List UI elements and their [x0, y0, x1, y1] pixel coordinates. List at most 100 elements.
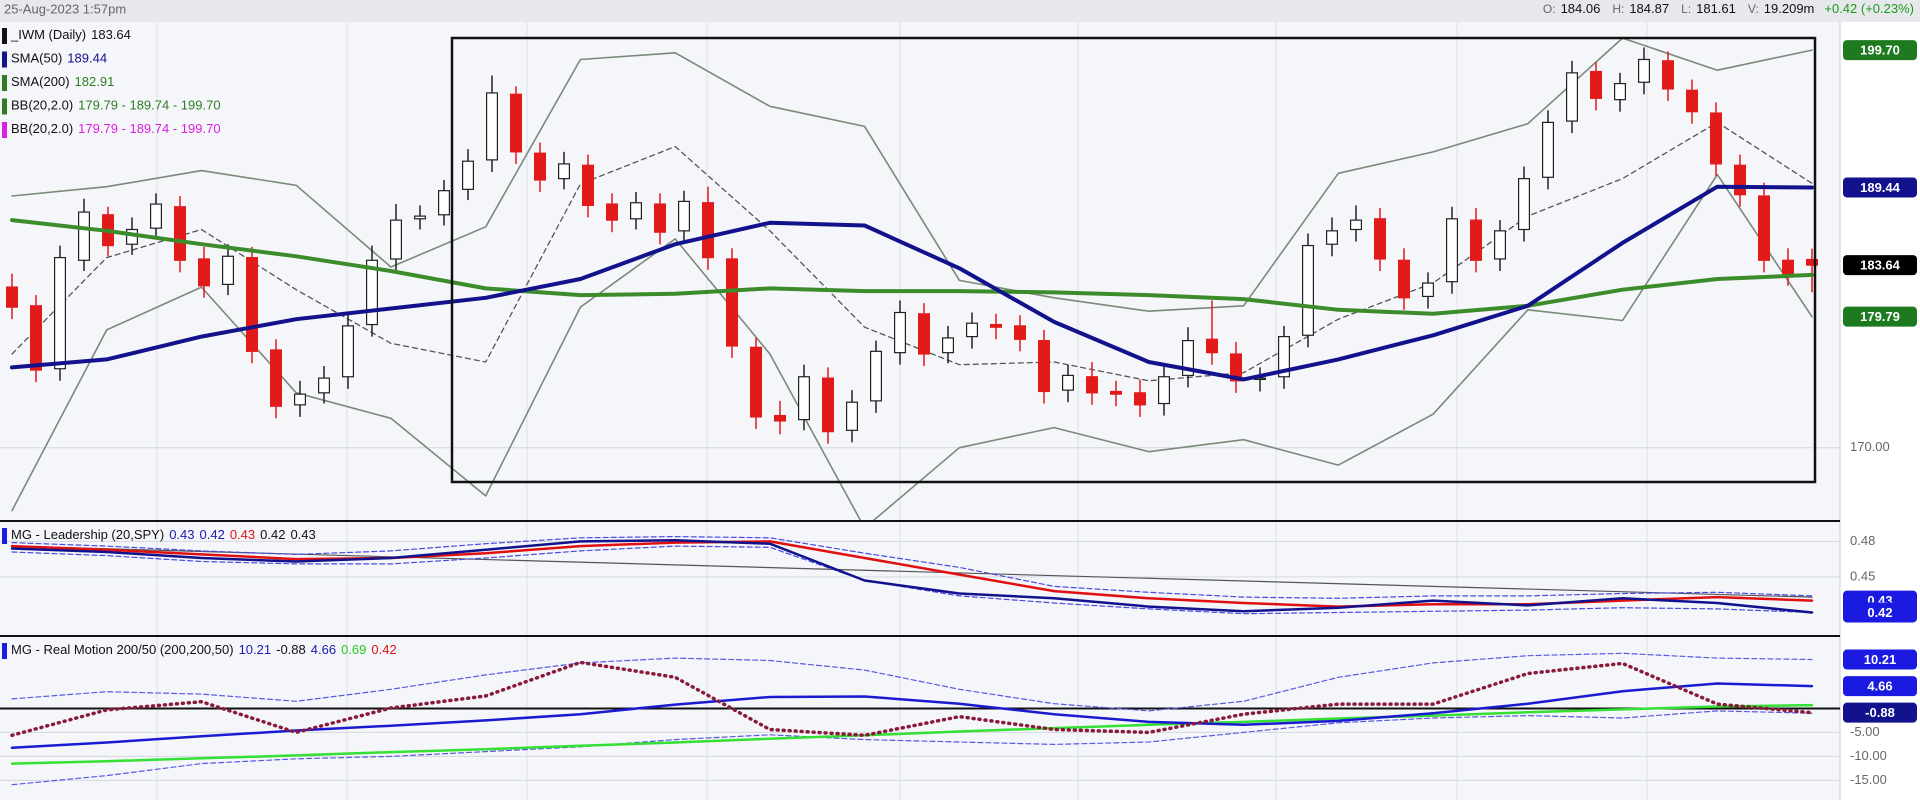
candle-body	[1133, 392, 1146, 406]
candle-body	[174, 206, 187, 261]
legend-swatch	[2, 28, 7, 44]
candle-body	[1661, 60, 1674, 90]
line	[11, 173, 1813, 520]
legend-label: BB(20,2.0)	[11, 98, 73, 113]
candle-body	[1685, 89, 1698, 113]
candle-body	[1325, 230, 1338, 245]
axis-area	[1840, 22, 1920, 800]
line	[11, 545, 1813, 598]
candle-body	[1373, 218, 1386, 260]
candle-body	[557, 163, 570, 180]
candle-body	[53, 257, 66, 370]
candle-body	[1613, 82, 1626, 101]
candle-body	[1637, 58, 1650, 83]
line	[10, 703, 1814, 765]
readout: 0.42	[371, 642, 396, 657]
legend-entry: SMA(200) 182.91	[11, 74, 114, 89]
candle-body	[1277, 335, 1290, 378]
y-tick-label: 0.48	[1850, 533, 1875, 548]
readout: 0.42	[200, 527, 225, 542]
change: +0.42 (+0.23%)	[1824, 1, 1914, 16]
vertical-grid	[156, 22, 1648, 800]
value-badge-label: 183.64	[1860, 258, 1901, 273]
line	[10, 218, 1814, 316]
candle-body	[701, 202, 714, 259]
value-badge	[1843, 676, 1917, 697]
line	[11, 37, 1813, 312]
candle-body	[773, 414, 786, 422]
candle-body	[941, 337, 954, 354]
quote-value: 181.61	[1696, 1, 1736, 16]
panel	[0, 652, 1840, 786]
candle-body	[1493, 230, 1506, 260]
candle-body	[917, 313, 930, 355]
legend-entry: SMA(50) 189.44	[11, 51, 107, 66]
readout: 0.69	[341, 642, 366, 657]
candle-body	[1037, 340, 1050, 393]
legend-entry: BB(20,2.0) 179.79 - 189.74 - 199.70	[11, 121, 221, 136]
candle-body	[1349, 219, 1362, 231]
value-badge	[1843, 255, 1917, 276]
line	[11, 710, 1813, 786]
candle-body	[965, 322, 978, 338]
y-tick-label: 170.00	[1850, 439, 1890, 454]
candle-body	[414, 215, 427, 220]
header-bar	[0, 0, 1920, 22]
quote-value: 184.06	[1561, 1, 1601, 16]
indicator-title: MG - Real Motion 200/50 (200,200,50)	[11, 642, 234, 657]
readout: 0.43	[290, 527, 315, 542]
candle-body	[1805, 258, 1818, 266]
legend-entry: _IWM (Daily) 183.64	[10, 27, 131, 42]
legend-value: 183.64	[91, 27, 131, 42]
quote-label: H:	[1612, 2, 1624, 16]
legend-value: 179.79 - 189.74 - 199.70	[78, 98, 220, 113]
quote: O: 184.06 H: 184.87 L: 181.61 V: 19.209m +0.42 (…	[1543, 1, 1914, 16]
candle-body	[1517, 178, 1530, 231]
line	[10, 660, 1814, 738]
candle-body	[510, 93, 523, 153]
candle-body	[1421, 282, 1434, 298]
candle-body	[486, 92, 499, 161]
candle-body	[366, 259, 379, 326]
legend-label: BB(20,2.0)	[11, 121, 73, 136]
candle-body	[605, 203, 618, 221]
candle-body	[1445, 218, 1458, 283]
candle-body	[869, 350, 882, 402]
candle-body	[989, 323, 1002, 328]
candle-body	[30, 305, 43, 371]
candle-body	[294, 393, 307, 406]
value-badge-label: 4.66	[1867, 679, 1892, 694]
candle-body	[246, 257, 259, 352]
candle-body	[222, 255, 235, 285]
legend-value: 189.44	[67, 51, 107, 66]
legend-value: 179.79 - 189.74 - 199.70	[78, 121, 220, 136]
candle-body	[1061, 374, 1074, 391]
value-badge	[1843, 40, 1917, 61]
indicator-legend: MG - Leadership (20,SPY) 0.43 0.42 0.43 0.42…	[11, 527, 316, 542]
date: 25-Aug-2023 1:57pm	[4, 1, 126, 16]
quote-label: L:	[1681, 2, 1691, 16]
legend-entry: BB(20,2.0) 179.79 - 189.74 - 199.70	[11, 98, 221, 113]
value-badge-label: 10.21	[1864, 652, 1897, 667]
candle-body	[845, 401, 858, 431]
candle-body	[77, 211, 90, 261]
value-badge-label: 189.44	[1860, 180, 1901, 195]
candle-body	[1469, 219, 1482, 261]
quote-value: 184.87	[1629, 1, 1669, 16]
candle-body	[1109, 390, 1122, 395]
candle-body	[438, 190, 451, 216]
line	[10, 184, 1814, 382]
candle-body	[390, 219, 403, 260]
candle-body	[1733, 164, 1746, 196]
legend-label: SMA(50)	[11, 51, 62, 66]
candle-body	[1205, 338, 1218, 354]
candle-body	[629, 202, 642, 220]
value-badge	[1843, 649, 1917, 670]
quote-label: V:	[1748, 2, 1759, 16]
panel	[0, 536, 1840, 615]
quote-value: 19.209m	[1764, 1, 1815, 16]
candle-body	[653, 203, 666, 233]
candle-body	[1757, 195, 1770, 261]
